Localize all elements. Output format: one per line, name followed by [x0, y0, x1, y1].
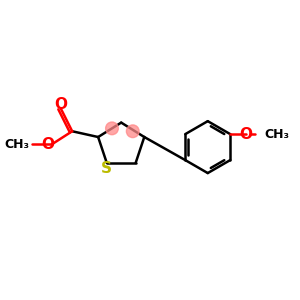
Circle shape [126, 125, 139, 138]
Text: O: O [54, 97, 67, 112]
Text: CH₃: CH₃ [4, 138, 29, 151]
Text: S: S [101, 161, 112, 176]
Text: CH₃: CH₃ [264, 128, 289, 141]
Text: O: O [240, 127, 253, 142]
Circle shape [106, 122, 118, 135]
Text: O: O [41, 137, 54, 152]
